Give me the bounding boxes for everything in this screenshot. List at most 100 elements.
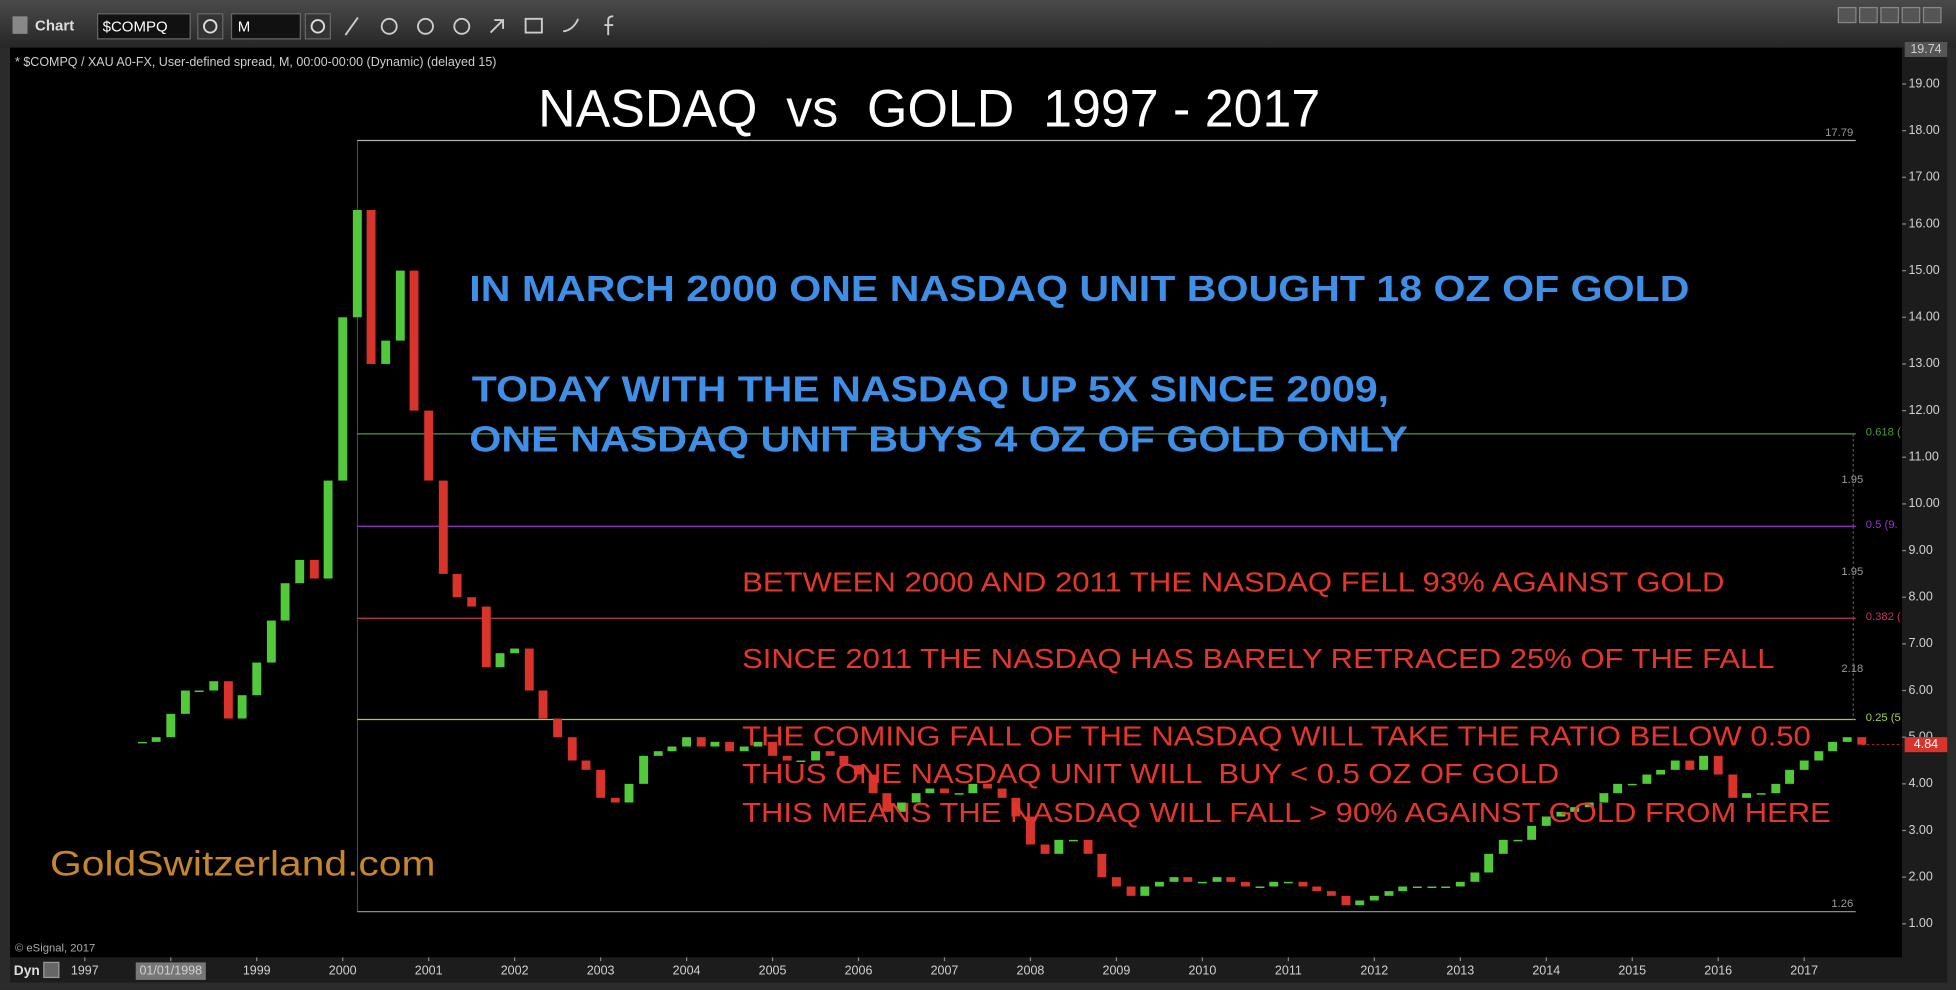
interval-input[interactable] [230,13,301,40]
candle [151,737,161,742]
facebook-tool[interactable] [604,15,614,36]
y-tick-label: 3.00 [1908,823,1932,837]
top-marker-label: 19.74 [1910,42,1941,56]
interval-text[interactable]: M [238,19,250,36]
watermark: GoldSwitzerland.com [50,844,435,883]
x-tick-label: 2014 [1532,963,1560,977]
fib-label: 17.79 [1825,127,1853,139]
y-tick-label: 1.00 [1908,916,1932,930]
candle [1828,741,1837,752]
candle [710,741,720,747]
chart-icon [12,16,28,34]
candle [1470,872,1480,882]
candle [1326,891,1336,896]
x-tick-label: 2009 [1103,963,1131,977]
maximize-button[interactable] [1901,6,1921,24]
comment-tool[interactable] [524,17,543,34]
restore-button[interactable] [1880,6,1900,24]
candle [796,760,806,763]
x-tick-label: 2002 [501,963,529,977]
candle [1369,895,1379,901]
toolbar-tools [344,15,614,36]
twitter-tool[interactable] [562,18,580,33]
candle [1026,816,1035,845]
candle [1154,881,1164,887]
candle [510,648,520,654]
candle [1427,886,1437,888]
candle [825,751,835,756]
x-tick-label: 2013 [1446,963,1474,977]
play-tool[interactable] [417,17,434,35]
candle [868,774,878,794]
zoom-tool[interactable] [380,17,398,35]
cursor-tool[interactable] [453,17,471,35]
chart-subtitle: * $COMPQ / XAU A0-FX, User-defined sprea… [15,55,496,69]
candle [983,783,992,789]
x-tick-label: 01/01/1998 [139,963,202,977]
candle [1298,881,1308,887]
x-tick-label: 2012 [1360,963,1388,977]
fib-gap-label: 1.95 [1841,474,1863,486]
candle [1527,825,1537,840]
candle [438,480,448,574]
candle [1742,793,1752,798]
candle [1226,877,1236,882]
candle [467,597,477,607]
symbol-button[interactable] [197,13,224,40]
x-tick-label: 2007 [931,963,959,977]
candle [280,583,290,621]
candle [452,573,462,598]
y-tick-label: 19.00 [1908,76,1939,90]
candle [567,737,577,761]
candle [1756,793,1766,795]
minimize-button[interactable] [1859,6,1878,24]
candle [1728,774,1738,798]
candle [1412,886,1422,888]
candle [1111,877,1121,887]
fib-label: 0.382 ( [1866,611,1901,623]
candle [223,681,233,719]
close-button[interactable] [1922,6,1942,24]
symbol-text[interactable]: $COMPQ [103,19,168,36]
draw-tool[interactable] [344,17,359,36]
candle [166,713,176,738]
help-button[interactable] [1837,6,1857,24]
link-tool[interactable] [489,19,505,34]
y-tick-label: 6.00 [1908,683,1932,697]
chart-title: NASDAQ vs GOLD 1997 - 2017 [538,80,1320,139]
status-button[interactable] [43,961,60,979]
candle [782,755,792,761]
candle [1398,886,1408,892]
candle [524,648,534,691]
last-price-box [1904,737,1948,753]
candle [395,270,405,341]
annotation: IN MARCH 2000 ONE NASDAQ UNIT BOUGHT 18 … [469,268,1689,309]
window-controls [1837,6,1942,24]
y-tick-label: 18.00 [1908,123,1939,137]
candle [1785,769,1795,784]
candle [424,410,434,481]
fib-label: 0.618 ( [1866,427,1901,439]
y-tick-label: 9.00 [1908,543,1932,557]
candle [1699,755,1709,770]
x-tick-label: 2011 [1275,963,1302,977]
y-tick-label: 13.00 [1908,356,1939,370]
x-axis-area [10,957,1948,983]
annotation: THIS MEANS THE NASDAQ WILL FALL > 90% AG… [742,797,1831,828]
candle [667,746,677,752]
fib-label: 1.26 [1831,898,1853,910]
candle [1126,886,1136,896]
interval-button[interactable] [304,13,332,40]
candle [1197,881,1207,884]
candle [1384,891,1394,896]
candles [137,209,1867,906]
candle [1255,886,1265,888]
candle [897,802,906,812]
interval-button-icon [310,19,326,34]
x-tick-label: 2015 [1618,963,1646,977]
candle [940,788,949,794]
candle [968,783,978,794]
symbol-input[interactable] [96,13,191,40]
y-tick-label: 14.00 [1908,310,1939,324]
